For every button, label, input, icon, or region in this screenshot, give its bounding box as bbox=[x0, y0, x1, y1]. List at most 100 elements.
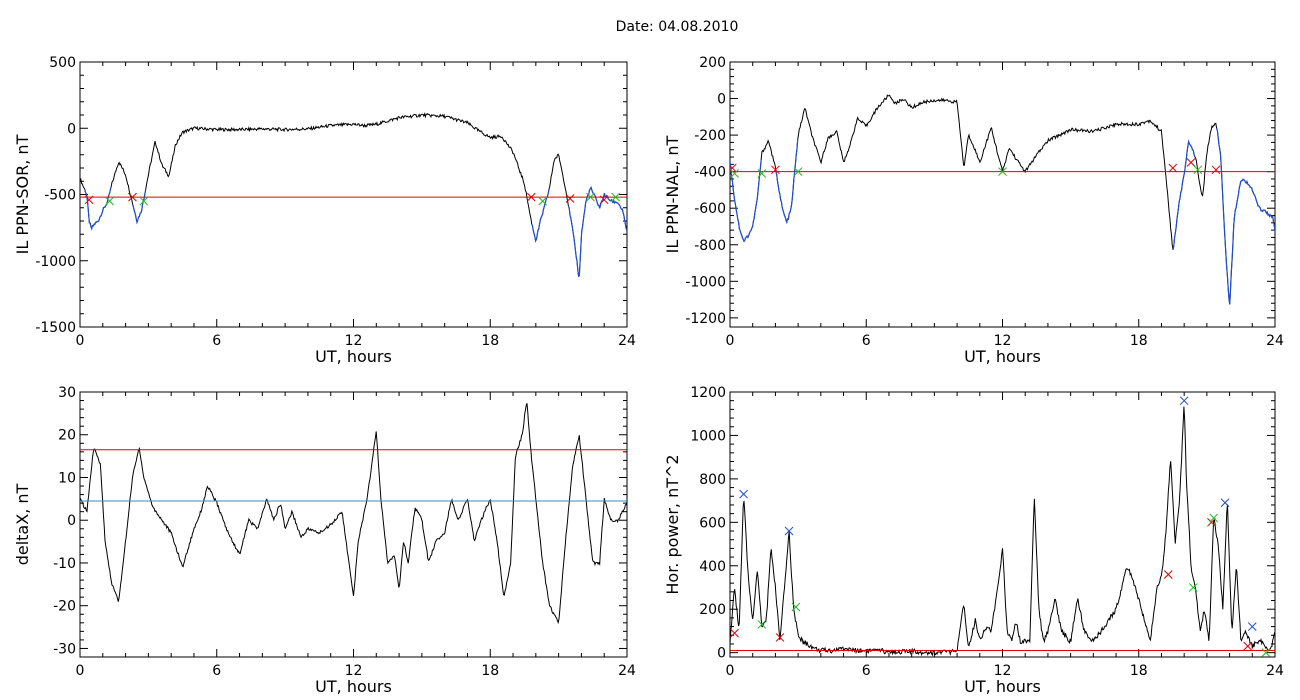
plot-area-nal bbox=[730, 94, 1275, 305]
marker-red bbox=[775, 633, 785, 642]
figure-title: Date: 04.08.2010 bbox=[615, 19, 739, 35]
x-tick-label: 24 bbox=[618, 333, 636, 349]
marker-red-stroke bbox=[599, 195, 609, 205]
marker-blue bbox=[1220, 498, 1230, 508]
x-tick-label: 24 bbox=[618, 663, 636, 679]
x-tick-label: 12 bbox=[345, 333, 363, 349]
axes-frame-sor bbox=[79, 61, 628, 328]
axes-frame-deltax bbox=[79, 391, 628, 658]
series-line-power bbox=[730, 406, 1275, 657]
marker-red bbox=[730, 163, 737, 173]
y-tick-label: 200 bbox=[699, 55, 726, 71]
axes-frame-power bbox=[729, 391, 1276, 658]
series-line-deltax bbox=[80, 403, 627, 625]
y-tick-label: 30 bbox=[58, 385, 76, 401]
series-line-sor bbox=[80, 112, 627, 278]
x-axis-label: UT, hours bbox=[315, 677, 392, 696]
marker-red-stroke bbox=[1163, 570, 1173, 579]
x-tick-label: 18 bbox=[1130, 333, 1148, 349]
marker-green-stroke bbox=[730, 169, 739, 178]
series-segment-blue bbox=[1172, 139, 1196, 251]
marker-green bbox=[538, 196, 548, 206]
marker-green bbox=[793, 167, 803, 177]
x-tick-label: 18 bbox=[481, 663, 499, 679]
marker-green-stroke bbox=[586, 192, 595, 202]
marker-blue bbox=[1247, 622, 1257, 631]
y-tick-label: 800 bbox=[699, 472, 726, 488]
series-line-nal bbox=[730, 94, 1275, 305]
plot-area-sor bbox=[80, 112, 627, 278]
y-tick-label: 600 bbox=[699, 515, 726, 531]
marker-green bbox=[791, 602, 801, 612]
panel-nal: 0 6 12 18 24 200 0 -200 -400 -600 -800 -1000 -1200 UT… bbox=[663, 55, 1284, 366]
marker-red-stroke bbox=[730, 628, 739, 638]
marker-blue-stroke bbox=[1247, 622, 1257, 631]
marker-blue bbox=[1179, 396, 1189, 406]
marker-blue-stroke bbox=[739, 489, 748, 499]
y-tick-label: -10 bbox=[53, 556, 76, 572]
x-axis-label: UT, hours bbox=[964, 347, 1041, 366]
marker-green-stroke bbox=[793, 167, 803, 177]
x-tick-label: 6 bbox=[212, 333, 221, 349]
y-tick-label: 0 bbox=[67, 121, 76, 137]
series-segment-blue bbox=[1216, 127, 1275, 305]
marker-green-stroke bbox=[1193, 165, 1203, 175]
marker-green bbox=[586, 192, 595, 202]
y-tick-label: -400 bbox=[694, 165, 726, 181]
marker-red bbox=[1186, 158, 1196, 167]
marker-green-stroke bbox=[105, 196, 114, 206]
y-tick-label: 400 bbox=[699, 559, 726, 575]
y-tick-label: 10 bbox=[58, 470, 76, 486]
x-axis-label: UT, hours bbox=[315, 347, 392, 366]
y-axis-label: IL PPN-NAL, nT bbox=[663, 135, 682, 253]
marker-green-stroke bbox=[998, 167, 1007, 177]
y-tick-label: 0 bbox=[67, 513, 76, 529]
marker-red bbox=[1211, 165, 1221, 175]
x-tick-label: 12 bbox=[345, 663, 363, 679]
marker-blue-stroke bbox=[1179, 396, 1189, 406]
y-tick-label: 1000 bbox=[690, 428, 726, 444]
marker-green-stroke bbox=[139, 196, 149, 206]
x-axis-label: UT, hours bbox=[964, 677, 1041, 696]
x-tick-label: 24 bbox=[1266, 333, 1284, 349]
marker-blue-stroke bbox=[784, 526, 794, 536]
marker-green bbox=[757, 169, 767, 178]
marker-red bbox=[771, 165, 780, 175]
y-axis-label: deltaX, nT bbox=[13, 483, 32, 565]
y-tick-label: 0 bbox=[717, 646, 726, 662]
marker-red bbox=[730, 628, 739, 638]
marker-red bbox=[1243, 641, 1253, 651]
marker-red-stroke bbox=[526, 192, 536, 202]
marker-green-stroke bbox=[611, 192, 620, 202]
series-segment-blue bbox=[567, 186, 627, 278]
marker-green bbox=[1193, 165, 1203, 175]
marker-green bbox=[139, 196, 149, 206]
x-tick-label: 6 bbox=[862, 333, 871, 349]
series-segment-blue bbox=[775, 139, 799, 225]
x-tick-label: 0 bbox=[726, 663, 735, 679]
y-tick-label: -200 bbox=[694, 128, 726, 144]
series-segment-blue bbox=[730, 160, 762, 243]
marker-red bbox=[565, 194, 575, 203]
y-tick-label: -600 bbox=[694, 201, 726, 217]
marker-red-stroke bbox=[1211, 165, 1221, 175]
x-tick-label: 0 bbox=[76, 663, 85, 679]
panel-power: 0 6 12 18 24 1200 1000 800 600 400 200 0 UT, hours Ho… bbox=[663, 385, 1284, 696]
series-segment-blue bbox=[84, 186, 112, 231]
y-tick-label: -1000 bbox=[685, 274, 726, 290]
x-tick-label: 18 bbox=[481, 333, 499, 349]
y-tick-label: 0 bbox=[717, 92, 726, 108]
marker-green bbox=[998, 167, 1007, 177]
marker-green-stroke bbox=[1188, 583, 1198, 592]
y-tick-label: -500 bbox=[44, 188, 76, 204]
marker-red bbox=[84, 195, 94, 205]
y-tick-label: 500 bbox=[49, 55, 76, 71]
y-tick-label: 200 bbox=[699, 602, 726, 618]
marker-red-stroke bbox=[730, 163, 737, 171]
marker-blue bbox=[784, 526, 794, 536]
y-tick-label: 20 bbox=[58, 428, 76, 444]
marker-green bbox=[611, 192, 620, 202]
y-tick-label: -800 bbox=[694, 238, 726, 254]
x-tick-label: 0 bbox=[76, 333, 85, 349]
